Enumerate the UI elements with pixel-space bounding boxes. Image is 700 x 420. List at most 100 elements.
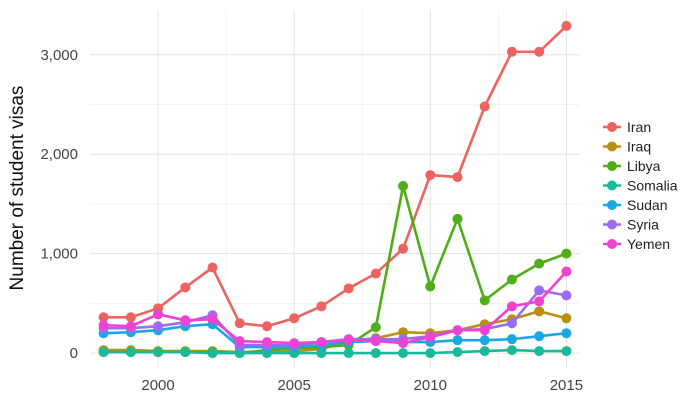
data-point-iran	[452, 172, 463, 183]
x-tick-label: 2000	[141, 377, 174, 394]
x-tick-label: 2010	[414, 377, 447, 394]
legend-item-sudan: Sudan	[603, 197, 667, 213]
data-point-yemen	[425, 332, 436, 343]
legend-label-yemen: Yemen	[627, 236, 670, 252]
legend-key-marker-somalia	[607, 180, 617, 191]
data-point-iraq	[534, 306, 545, 317]
data-point-somalia	[98, 347, 109, 358]
data-point-yemen	[506, 301, 517, 312]
data-point-sudan	[534, 331, 545, 342]
legend-label-syria: Syria	[627, 217, 659, 233]
legend-item-syria: Syria	[603, 217, 659, 233]
data-point-iran	[316, 301, 327, 312]
data-point-somalia	[506, 345, 517, 356]
data-point-somalia	[153, 347, 164, 358]
data-point-sudan	[452, 335, 463, 346]
data-point-yemen	[534, 296, 545, 307]
data-point-syria	[153, 321, 164, 332]
series-libya	[98, 181, 572, 359]
data-point-iran	[425, 170, 436, 181]
data-point-libya	[452, 213, 463, 224]
data-point-libya	[479, 295, 490, 306]
data-point-iran	[370, 268, 381, 279]
data-point-yemen	[125, 321, 136, 332]
y-tick-label: 2,000	[40, 146, 78, 163]
legend-item-yemen: Yemen	[603, 236, 670, 252]
legend-label-iraq: Iraq	[627, 139, 651, 155]
legend-key-marker-yemen	[607, 239, 617, 249]
data-point-somalia	[207, 348, 218, 359]
legend-item-iraq: Iraq	[603, 139, 651, 155]
data-point-somalia	[343, 348, 354, 359]
legend: Iran Iraq Libya Somalia Sudan Syria Yemen	[603, 119, 678, 252]
legend-key-marker-iraq	[607, 141, 617, 152]
legend-key-marker-iran	[607, 122, 617, 132]
y-axis-title: Number of student visas	[7, 86, 28, 291]
data-point-iran	[534, 46, 545, 57]
y-tick-label: 1,000	[40, 246, 78, 263]
x-tick-label: 2015	[550, 377, 583, 394]
x-axis: 2000 2005 2010 2015	[141, 377, 583, 394]
data-point-yemen	[398, 338, 409, 349]
y-tick-label: 3,000	[40, 47, 78, 64]
data-point-libya	[370, 322, 381, 333]
data-point-yemen	[207, 314, 218, 325]
data-point-iran	[180, 282, 191, 293]
legend-key-marker-sudan	[607, 200, 617, 210]
data-point-somalia	[561, 346, 572, 357]
legend-item-somalia: Somalia	[603, 178, 678, 194]
data-point-yemen	[153, 309, 164, 320]
legend-key-marker-libya	[607, 161, 617, 171]
legend-label-libya: Libya	[627, 158, 661, 174]
grid	[90, 10, 580, 368]
data-point-yemen	[180, 315, 191, 326]
data-point-iran	[234, 318, 245, 329]
data-point-yemen	[234, 336, 245, 347]
data-point-yemen	[370, 336, 381, 347]
data-point-somalia	[316, 348, 327, 359]
data-point-somalia	[425, 348, 436, 359]
data-point-yemen	[289, 338, 300, 349]
data-point-yemen	[343, 335, 354, 346]
data-point-syria	[506, 318, 517, 329]
data-point-syria	[534, 285, 545, 296]
legend-item-iran: Iran	[603, 119, 651, 135]
legend-item-libya: Libya	[603, 158, 661, 174]
data-point-syria	[561, 290, 572, 301]
data-point-libya	[561, 248, 572, 259]
legend-label-somalia: Somalia	[627, 178, 678, 194]
x-tick-label: 2005	[277, 377, 310, 394]
legend-label-sudan: Sudan	[627, 197, 667, 213]
data-point-yemen	[452, 325, 463, 336]
data-point-iraq	[398, 327, 409, 338]
data-point-iran	[289, 313, 300, 324]
series-layer	[98, 20, 572, 359]
data-point-iraq	[561, 313, 572, 324]
data-point-sudan	[561, 328, 572, 339]
series-somalia	[98, 345, 572, 359]
series-iran	[98, 20, 572, 332]
data-point-yemen	[261, 337, 272, 348]
data-point-somalia	[534, 346, 545, 357]
data-point-somalia	[125, 347, 136, 358]
series-line-yemen	[102, 270, 568, 345]
data-point-iran	[506, 46, 517, 57]
data-point-iran	[207, 262, 218, 273]
data-point-iran	[343, 283, 354, 294]
data-point-somalia	[370, 348, 381, 359]
data-point-sudan	[479, 335, 490, 346]
series-yemen	[98, 266, 572, 349]
legend-key-marker-syria	[607, 219, 617, 230]
data-point-somalia	[398, 348, 409, 359]
data-point-libya	[534, 258, 545, 269]
data-point-libya	[506, 274, 517, 285]
data-point-yemen	[316, 337, 327, 348]
data-point-yemen	[479, 325, 490, 336]
data-point-iran	[561, 20, 572, 31]
data-point-somalia	[479, 346, 490, 357]
y-axis: 0 1,000 2,000 3,000	[40, 47, 78, 362]
data-point-somalia	[180, 347, 191, 358]
data-point-iran	[125, 312, 136, 323]
data-point-iran	[261, 321, 272, 332]
